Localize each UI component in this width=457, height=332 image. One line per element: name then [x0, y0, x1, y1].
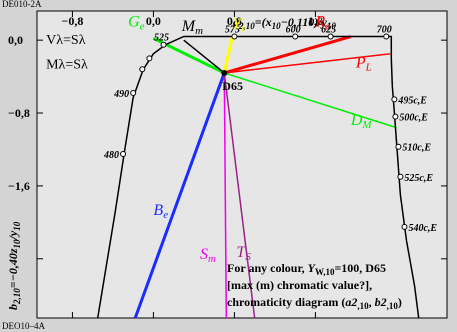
hue-line-ts: [223, 72, 256, 319]
wavelength-label: 490: [113, 89, 129, 100]
hue-line-ye: [222, 36, 234, 74]
wavelength-point: [391, 96, 398, 103]
x-tick-label: −0,8: [62, 14, 84, 28]
wavelength-label: 525c,E: [404, 173, 433, 184]
wavelength-point: [401, 223, 408, 230]
wavelength-point: [383, 33, 390, 40]
wavelength-point: [231, 33, 238, 40]
wavelength-point: [395, 143, 402, 150]
plot-area: [36, 10, 448, 319]
locus-annotation: Mλ=Sλ: [46, 58, 88, 73]
hue-line-re: [223, 35, 352, 75]
wavelength-points: 480 490 525 575 600 625 700 495c,E 500c,E 510c,E 5…: [103, 25, 437, 234]
wavelength-label: 500c,E: [399, 113, 428, 124]
wavelength-label: 700: [377, 25, 392, 36]
note-line: For any colour, YW,10=100, D65: [227, 261, 386, 277]
y-tick-label: −0,8: [8, 106, 30, 120]
hue-line-mm: [183, 39, 225, 74]
wavelength-point: [327, 33, 334, 40]
wavelength-label: 480: [103, 150, 119, 161]
y-tick-label: −1,6: [8, 179, 30, 193]
white-point-label: D65: [222, 79, 243, 93]
locus-annotation: Vλ=Sλ: [46, 33, 86, 48]
note-line: chromaticity diagram (a2,10, b2,10): [227, 295, 402, 311]
header-code: DE010-2A: [2, 0, 42, 9]
wavelength-label: 575: [225, 25, 240, 36]
wavelength-point: [292, 33, 299, 40]
x-tick-label: 0,0: [146, 14, 161, 28]
hue-line-be: [133, 72, 226, 319]
wavelength-label: 625: [321, 25, 336, 36]
wavelength-label: 510c,E: [402, 143, 431, 154]
spectral-locus: [96, 35, 420, 319]
note-line: [max (m) chromatic value?],: [227, 278, 372, 292]
hue-lines: [133, 35, 397, 319]
wavelength-label: 600: [286, 25, 301, 36]
x-tick-label: 0,8: [227, 14, 242, 28]
chart-title: a2,10=(x10−0,110)/y10: [233, 15, 336, 31]
wavelength-point: [130, 89, 137, 96]
wavelength-label: 540c,E: [408, 223, 437, 234]
wavelength-point: [120, 151, 127, 158]
y-tick-label: 0,0: [8, 33, 23, 47]
wavelength-point: [397, 173, 404, 180]
axis-ticks: −0,8 0,0 0,8 1,6 0,0 −0,8 −1,6: [8, 11, 447, 318]
x-tick-label: 1,6: [308, 14, 323, 28]
y-axis-label: b2,10=−0,40z10/y10: [6, 221, 22, 310]
hue-line-dm: [224, 72, 397, 129]
footer-code: DEO10–4A: [2, 321, 45, 331]
white-point-marker: [221, 69, 228, 76]
hue-line-pl: [224, 53, 391, 74]
spectral-locus-curve: [96, 35, 420, 319]
wavelength-point: [146, 55, 153, 62]
wavelength-point: [160, 41, 167, 48]
wavelength-point: [392, 113, 399, 120]
hue-line-sm: [223, 72, 228, 319]
wavelength-label: 495c,E: [397, 95, 427, 106]
wavelength-point: [139, 66, 146, 73]
wavelength-label: 525: [154, 33, 169, 44]
